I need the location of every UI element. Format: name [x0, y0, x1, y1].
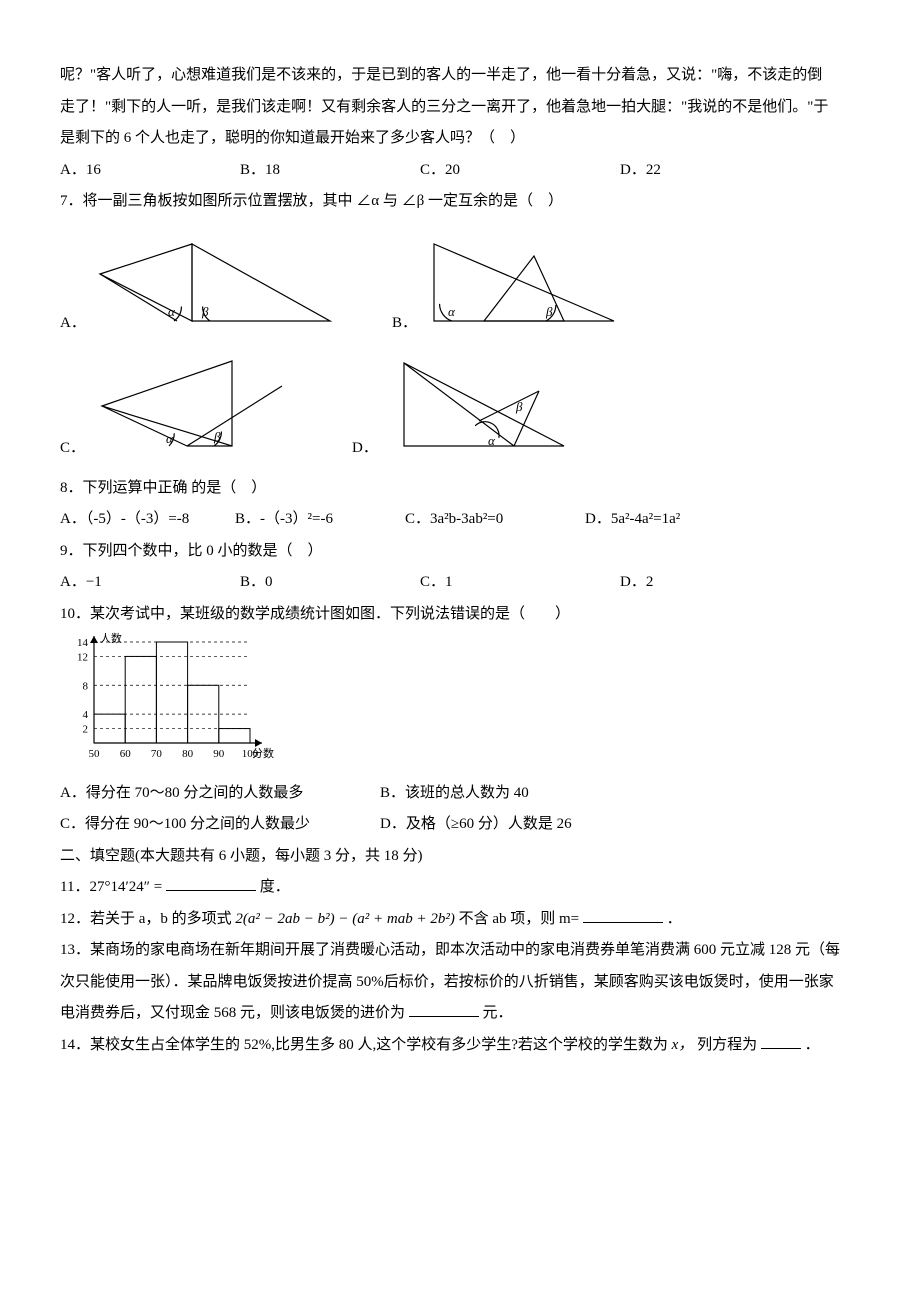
- svg-text:β: β: [515, 399, 523, 414]
- svg-text:β: β: [545, 304, 553, 319]
- q6-opt-c[interactable]: C．20: [420, 155, 620, 187]
- svg-text:α: α: [488, 433, 496, 448]
- q9-options: A．−1 B．0 C．1 D．2: [60, 567, 860, 599]
- svg-text:β: β: [213, 429, 221, 444]
- q8-opt-a[interactable]: A．（-5）-（-3）=-8: [60, 504, 235, 536]
- q6-line1: 呢？"客人听了，心想难道我们是不该来的，于是已到的客人的一半走了，他一看十分着急…: [60, 60, 860, 92]
- q9-opt-c[interactable]: C．1: [420, 567, 620, 599]
- q7-stem: 7．将一副三角板按如图所示位置摆放，其中 ∠α 与 ∠β 一定互余的是（ ）: [60, 186, 860, 218]
- q14-mid: 列方程为: [697, 1037, 757, 1053]
- q13-l2: 次只能使用一张）．某品牌电饭煲按进价提高 50%后标价，若按标价的八折销售，某顾…: [60, 967, 860, 999]
- q10-stem: 10．某次考试中，某班级的数学成绩统计图如图．下列说法错误的是（ ）: [60, 599, 860, 631]
- q13-l1: 13．某商场的家电商场在新年期间开展了消费暖心活动，即本次活动中的家电消费券单笔…: [60, 935, 860, 967]
- q7-fig-b: αβ: [424, 226, 624, 344]
- q12: 12．若关于 a，b 的多项式 2(a² − 2ab − b²) − (a² +…: [60, 904, 860, 936]
- q7-fig-a: αβ: [92, 226, 332, 344]
- q10-options: A．得分在 70～80 分之间的人数最多 B．该班的总人数为 40 C．得分在 …: [60, 778, 860, 841]
- q8-opt-c[interactable]: C．3a²b-3ab²=0: [405, 504, 585, 536]
- svg-text:β: β: [201, 304, 209, 319]
- q10-opt-a[interactable]: A．得分在 70～80 分之间的人数最多: [60, 778, 380, 810]
- q8-opt-d[interactable]: D．5a²-4a²=1a²: [585, 504, 755, 536]
- q6-opt-b[interactable]: B．18: [240, 155, 420, 187]
- q7-fig-d: αβ: [384, 351, 584, 469]
- svg-text:60: 60: [120, 748, 132, 760]
- q12-poly: 2(a² − 2ab − b²) − (a² + mab + 2b²): [235, 911, 454, 927]
- q6-opt-a[interactable]: A．16: [60, 155, 240, 187]
- q12-mid: 不含 ab 项，则 m=: [459, 911, 580, 927]
- q10-chart: 24812145060708090100人数分数: [60, 630, 860, 778]
- q8-stem: 8．下列运算中正确 的是（ ）: [60, 473, 860, 505]
- svg-text:α: α: [166, 431, 174, 446]
- svg-text:4: 4: [83, 709, 89, 721]
- q12-post: ．: [667, 911, 682, 927]
- q13-blank[interactable]: [409, 1001, 479, 1018]
- q12-pre: 12．若关于 a，b 的多项式: [60, 911, 235, 927]
- q14-pre: 14．某校女生占全体学生的 52%,比男生多 80 人,这个学校有多少学生?若这…: [60, 1037, 668, 1053]
- q12-blank[interactable]: [583, 906, 663, 923]
- q10-opt-c[interactable]: C．得分在 90～100 分之间的人数最少: [60, 809, 380, 841]
- svg-text:α: α: [168, 304, 176, 319]
- q8-opt-b[interactable]: B．-（-3）²=-6: [235, 504, 405, 536]
- q13-l3: 电消费券后，又付现金 568 元，则该电饭煲的进价为 元．: [60, 998, 860, 1030]
- q10-opt-b[interactable]: B．该班的总人数为 40: [380, 778, 529, 810]
- q9-stem: 9．下列四个数中，比 0 小的数是（ ）: [60, 536, 860, 568]
- q9-opt-b[interactable]: B．0: [240, 567, 420, 599]
- q13-l3-post: 元．: [483, 1005, 513, 1021]
- svg-text:50: 50: [89, 748, 101, 760]
- svg-text:14: 14: [77, 637, 89, 649]
- svg-text:8: 8: [83, 680, 89, 692]
- q7-row1: A． αβ B． αβ: [60, 226, 860, 344]
- q14: 14．某校女生占全体学生的 52%,比男生多 80 人,这个学校有多少学生?若这…: [60, 1030, 860, 1062]
- svg-text:α: α: [448, 304, 456, 319]
- q9-opt-a[interactable]: A．−1: [60, 567, 240, 599]
- q14-post: ．: [805, 1037, 820, 1053]
- q14-var: x，: [672, 1037, 694, 1053]
- svg-text:2: 2: [83, 724, 89, 736]
- q7-fig-c: αβ: [92, 351, 292, 469]
- q10-opt-d[interactable]: D．及格（≥60 分）人数是 26: [380, 809, 572, 841]
- q7-label-c[interactable]: C．: [60, 433, 88, 469]
- q9-opt-d[interactable]: D．2: [620, 567, 800, 599]
- q11-pre: 11．27°14′24″ =: [60, 879, 166, 895]
- svg-text:人数: 人数: [100, 632, 122, 645]
- q7-label-d[interactable]: D．: [352, 433, 380, 469]
- q13-l3-pre: 电消费券后，又付现金 568 元，则该电饭煲的进价为: [60, 1005, 405, 1021]
- q7-label-a[interactable]: A．: [60, 308, 88, 344]
- q6-line3: 是剩下的 6 个人也走了，聪明的你知道最开始来了多少客人吗？（ ）: [60, 123, 860, 155]
- svg-text:70: 70: [151, 748, 163, 760]
- q6-options: A．16 B．18 C．20 D．22: [60, 155, 860, 187]
- q8-options: A．（-5）-（-3）=-8 B．-（-3）²=-6 C．3a²b-3ab²=0…: [60, 504, 860, 536]
- q6-opt-d[interactable]: D．22: [620, 155, 800, 187]
- svg-text:90: 90: [213, 748, 225, 760]
- svg-text:分数: 分数: [252, 747, 274, 760]
- svg-text:80: 80: [182, 748, 194, 760]
- q7-row2: C． αβ D． αβ: [60, 351, 860, 469]
- q14-blank[interactable]: [761, 1032, 801, 1049]
- q11-blank[interactable]: [166, 875, 256, 892]
- q6-line2: 走了！"剩下的人一听，是我们该走啊！又有剩余客人的三分之一离开了，他着急地一拍大…: [60, 92, 860, 124]
- q11: 11．27°14′24″ = 度．: [60, 872, 860, 904]
- svg-text:12: 12: [77, 651, 88, 663]
- q7-label-b[interactable]: B．: [392, 308, 420, 344]
- section2-title: 二、填空题(本大题共有 6 小题，每小题 3 分，共 18 分): [60, 841, 860, 873]
- q11-post: 度．: [260, 879, 290, 895]
